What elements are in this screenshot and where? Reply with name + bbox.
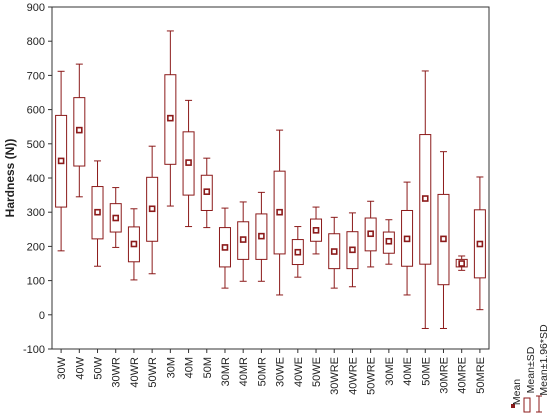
box-40WRE [346,212,359,288]
box-30ME [382,219,395,265]
x-tick-label: 50MRE [475,357,487,394]
box-50M [200,157,213,229]
mean-marker [185,159,192,166]
mean-marker [94,208,101,216]
x-tick-label: 40WE [293,357,305,387]
box-50MR [255,191,268,282]
legend-sd-marker [523,397,531,413]
x-tick-label: 30WRE [329,357,341,395]
mean-marker [403,235,411,243]
mean-marker [148,205,156,213]
x-tick-label: 30W [56,356,68,379]
box-40WR [127,208,140,281]
box-30WE [273,129,286,296]
x-tick-label: 30MRE [438,357,450,394]
x-tick-label: 40WR [129,357,141,388]
x-tick-label: 40WRE [347,357,359,395]
box-50W [91,160,104,267]
box-50MRE [473,176,486,311]
y-tick-label: 0 [39,310,45,322]
box-50WR [146,145,159,275]
legend-mean-marker [511,404,515,408]
y-tick-label: 600 [27,105,45,117]
mean-marker [130,240,138,248]
mean-marker [330,248,338,255]
legend-ci-label: Mean±1.96*SD [538,324,550,396]
box-30M [164,30,177,207]
legend: Mean Mean±SD Mean±1.96*SD [511,324,550,413]
x-tick-label: 50M [202,357,214,378]
y-axis: -100 0 100 200 300 400 500 600 700 800 900 [23,2,52,356]
mean-marker [76,126,83,134]
box-40ME [401,181,414,296]
y-tick-label: 100 [27,276,45,288]
mean-marker [294,248,302,256]
y-tick-label: -100 [23,344,45,356]
x-tick-label: 30WE [275,357,287,387]
x-tick-label: 40ME [402,357,414,386]
y-tick-label: 700 [27,70,45,82]
mean-marker [421,195,429,202]
box-30WR [109,187,122,248]
box-40MRE [455,255,468,271]
y-tick-label: 400 [27,173,45,185]
box-40M [182,99,195,228]
x-tick-label: 40M [184,357,196,378]
x-tick-label: 40MRE [457,357,469,394]
mean-marker [57,157,65,165]
legend-ci-marker [536,395,542,413]
x-tick-label: 50MR [256,357,268,386]
mean-marker [258,232,265,240]
mean-marker [167,114,174,122]
y-axis-label: Hardness (N)) [3,139,17,218]
x-tick-label: 30MR [220,357,232,386]
y-tick-label: 900 [27,2,45,14]
x-tick-label: 50WRE [366,357,378,395]
x-tick-label: 30M [165,357,177,378]
x-tick-label: 50WR [147,357,159,388]
legend-sd-label: Mean±SD [525,346,537,393]
mean-marker [112,214,120,222]
mean-marker [458,260,465,267]
box-series [55,30,486,329]
mean-marker [239,236,247,243]
y-tick-label: 500 [27,139,45,151]
box-30WRE [328,216,341,289]
mean-marker [312,227,320,234]
mean-marker [349,246,356,254]
mean-marker [221,244,229,251]
x-tick-label: 50ME [420,357,432,386]
mean-marker [367,230,374,238]
y-tick-label: 300 [27,207,45,219]
box-40MR [237,201,250,282]
mean-marker [440,235,447,243]
x-tick-label: 30WR [111,357,123,388]
legend-mean-label: Mean [511,379,523,405]
box-30MRE [437,151,450,329]
box-30MR [218,207,231,289]
x-axis: 30W 40W 50W 30WR 40WR 50WR 30M 40M 50M 30MR 40MR 50… [56,349,487,395]
box-30W [55,70,68,252]
box-50WRE [364,200,377,268]
box-50ME [419,70,432,329]
mean-marker [276,208,283,216]
mean-marker [385,237,393,245]
x-tick-label: 50W [93,356,105,379]
mean-marker [476,240,484,248]
box-50WE [310,206,323,255]
x-tick-label: 30ME [384,357,396,386]
box-40WE [291,226,304,278]
x-tick-label: 50WE [311,357,323,387]
box-40W [73,63,86,198]
y-tick-label: 200 [27,241,45,253]
x-tick-label: 40W [74,356,86,379]
x-tick-label: 40MR [238,357,250,386]
mean-marker [203,188,211,195]
y-tick-label: 800 [27,36,45,48]
